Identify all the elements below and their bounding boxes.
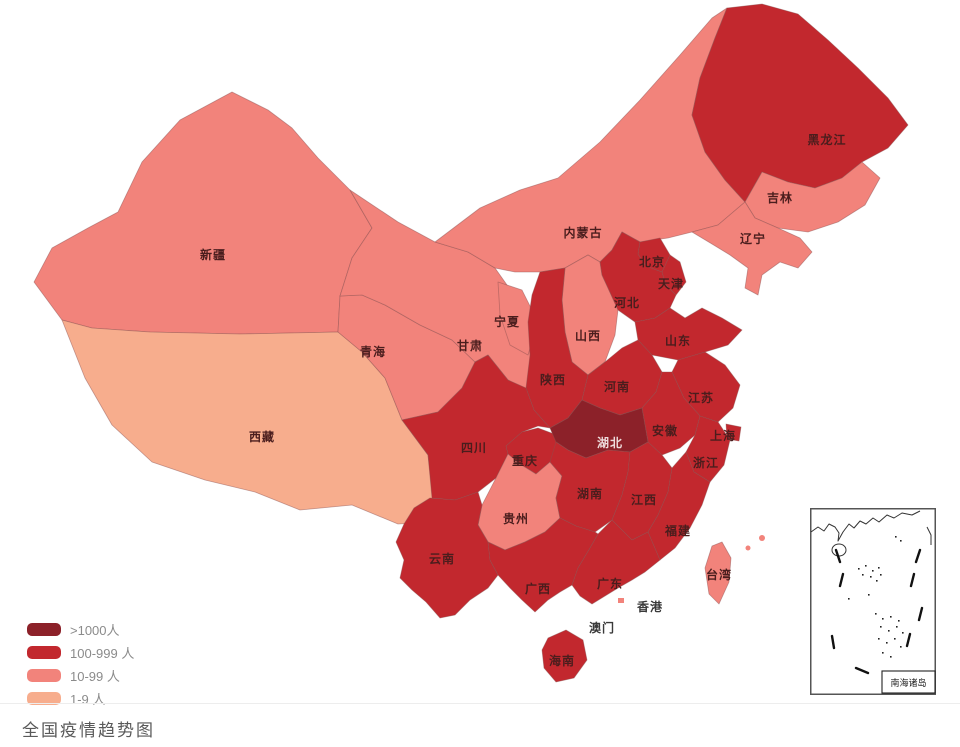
- province-label-hebei: 河北: [613, 295, 640, 310]
- province-label-henan: 河南: [603, 379, 630, 394]
- province-label-zhejiang: 浙江: [693, 455, 719, 470]
- province-yunnan[interactable]: [395, 491, 499, 619]
- province-guangdong[interactable]: [571, 519, 661, 605]
- province-label-shanxi: 山西: [575, 328, 601, 343]
- province-label-jiangxi: 江西: [631, 492, 657, 507]
- legend-swatch-10-99: [27, 669, 61, 682]
- legend-item: 10-99 人: [27, 664, 134, 687]
- legend-label: 10-99 人: [70, 669, 120, 684]
- divider-line: [0, 703, 960, 704]
- nine-dash-line: [830, 548, 924, 675]
- province-label-beijing: 北京: [639, 254, 665, 269]
- province-label-shandong: 山东: [665, 333, 691, 348]
- legend-item: 1-9 人: [27, 687, 134, 710]
- legend-swatch-gt1000: [27, 623, 61, 636]
- south-china-sea-inset: 南海诸岛: [810, 508, 936, 695]
- legend-label: 100-999 人: [70, 646, 135, 661]
- province-label-tibet: 西藏: [249, 429, 275, 444]
- province-label-yunnan: 云南: [429, 551, 455, 566]
- small-island: [759, 535, 765, 541]
- province-label-guangdong: 广东: [597, 576, 623, 591]
- province-anhui[interactable]: [641, 371, 701, 456]
- province-heilongjiang[interactable]: [691, 3, 909, 203]
- province-label-heilongjiang: 黑龙江: [807, 132, 846, 147]
- province-taiwan[interactable]: [704, 541, 732, 605]
- province-label-shaanxi: 陕西: [540, 372, 566, 387]
- province-label-hainan: 海南: [549, 653, 575, 668]
- legend: >1000人 100-999 人 10-99 人 1-9 人: [27, 618, 134, 710]
- small-island: [745, 545, 751, 551]
- province-shanghai[interactable]: [725, 423, 742, 442]
- province-label-shanghai: 上海: [710, 428, 736, 443]
- province-label-qinghai: 青海: [360, 344, 386, 359]
- inset-coastline: [810, 510, 921, 542]
- province-label-xinjiang: 新疆: [200, 247, 226, 262]
- inset-label: 南海诸岛: [890, 677, 926, 688]
- province-hainan[interactable]: [541, 629, 588, 683]
- inset-island-dots: [848, 536, 904, 658]
- province-label-hunan: 湖南: [577, 486, 603, 501]
- province-label-taiwan: 台湾: [706, 567, 732, 582]
- province-ningxia[interactable]: [497, 281, 539, 356]
- province-label-anhui: 安徽: [652, 423, 678, 438]
- province-hongkong[interactable]: [618, 598, 624, 603]
- legend-item: 100-999 人: [27, 641, 134, 664]
- map-title: 全国疫情趋势图: [22, 721, 155, 740]
- inset-border: [810, 508, 936, 695]
- province-fujian[interactable]: [647, 451, 711, 561]
- province-label-guangxi: 广西: [525, 581, 551, 596]
- legend-swatch-1-9: [27, 692, 61, 705]
- province-label-guizhou: 贵州: [503, 511, 529, 526]
- province-label-macau: 澳门: [589, 620, 615, 635]
- province-label-liaoning: 辽宁: [740, 231, 766, 246]
- legend-label: >1000人: [70, 623, 120, 638]
- inset-taiwan-island: [926, 526, 932, 545]
- inset-label-box: [881, 670, 936, 694]
- province-label-inner_mongolia: 内蒙古: [563, 225, 602, 240]
- province-label-sichuan: 四川: [461, 441, 487, 455]
- province-label-chongqing: 重庆: [512, 453, 538, 468]
- province-label-tianjin: 天津: [658, 276, 684, 291]
- province-label-fujian: 福建: [664, 523, 691, 538]
- legend-label: 1-9 人: [70, 692, 106, 707]
- province-label-jilin: 吉林: [767, 190, 793, 205]
- province-label-jiangsu: 江苏: [688, 390, 714, 405]
- province-label-hubei: 湖北: [597, 435, 623, 450]
- legend-swatch-100-999: [27, 646, 61, 659]
- legend-item: >1000人: [27, 618, 134, 641]
- province-tianjin[interactable]: [661, 254, 687, 296]
- province-label-hongkong: 香港: [636, 599, 663, 614]
- province-xinjiang[interactable]: [33, 91, 373, 335]
- province-liaoning[interactable]: [691, 201, 813, 296]
- province-label-gansu: 甘肃: [457, 338, 483, 353]
- province-label-ningxia: 宁夏: [494, 314, 520, 329]
